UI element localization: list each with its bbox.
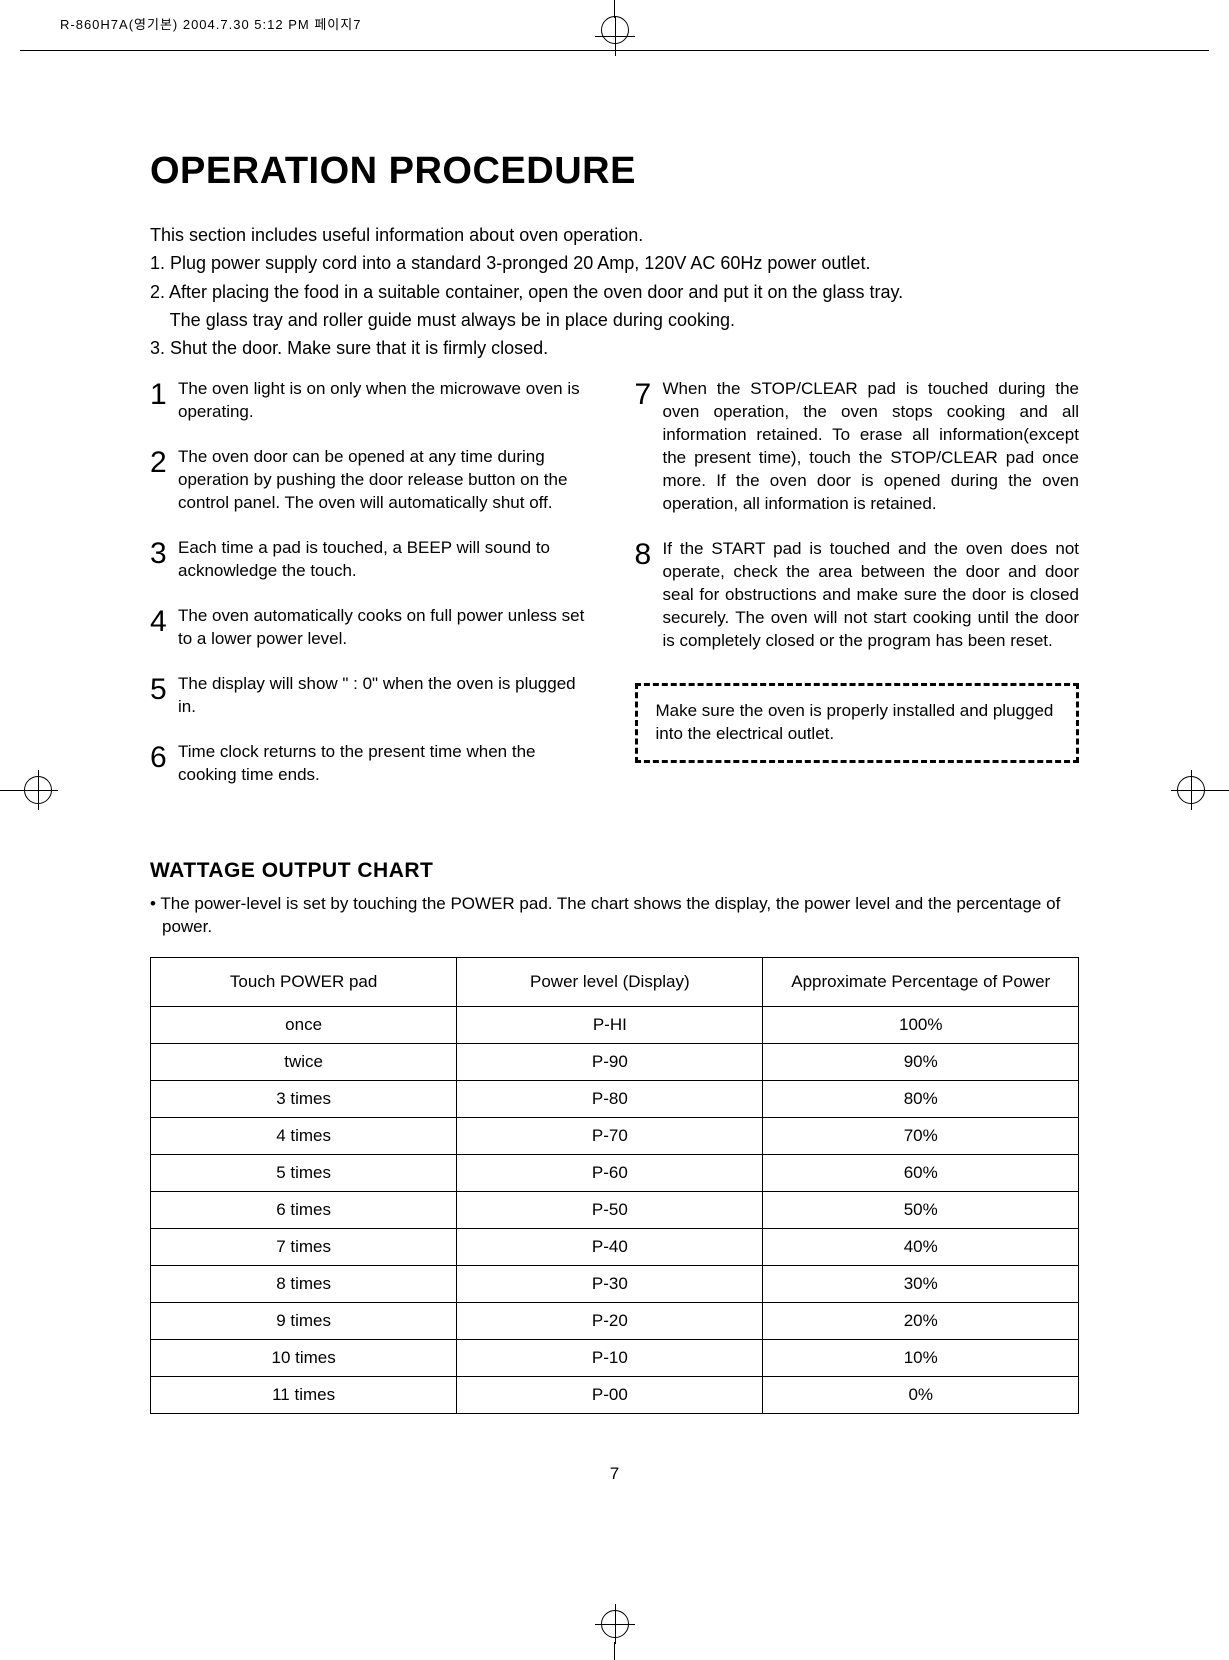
- note-number: 5: [150, 673, 178, 719]
- table-cell: 70%: [763, 1117, 1079, 1154]
- note-text: Each time a pad is touched, a BEEP will …: [178, 537, 595, 583]
- table-cell: P-00: [457, 1376, 763, 1413]
- table-cell: 50%: [763, 1191, 1079, 1228]
- table-row: 4 timesP-7070%: [151, 1117, 1079, 1154]
- intro-lead: This section includes useful information…: [150, 223, 1079, 247]
- table-header-row: Touch POWER pad Power level (Display) Ap…: [151, 957, 1079, 1006]
- crop-mark-left: [0, 770, 58, 810]
- table-cell: 10 times: [151, 1339, 457, 1376]
- intro-step-3: 3. Shut the door. Make sure that it is f…: [150, 336, 1079, 360]
- crop-mark-right: [1171, 770, 1229, 810]
- table-cell: 10%: [763, 1339, 1079, 1376]
- note-number: 3: [150, 537, 178, 583]
- table-cell: 9 times: [151, 1302, 457, 1339]
- table-row: 3 timesP-8080%: [151, 1080, 1079, 1117]
- note-item: 8 If the START pad is touched and the ov…: [635, 538, 1080, 653]
- note-text: The display will show " : 0" when the ov…: [178, 673, 595, 719]
- chart-title: WATTAGE OUTPUT CHART: [150, 859, 1079, 883]
- note-number: 4: [150, 605, 178, 651]
- note-text: The oven door can be opened at any time …: [178, 446, 595, 515]
- table-cell: P-50: [457, 1191, 763, 1228]
- table-cell: 8 times: [151, 1265, 457, 1302]
- table-cell: 4 times: [151, 1117, 457, 1154]
- note-item: 7 When the STOP/CLEAR pad is touched dur…: [635, 378, 1080, 516]
- note-item: 4 The oven automatically cooks on full p…: [150, 605, 595, 651]
- print-header: R-860H7A(영기본) 2004.7.30 5:12 PM 페이지7: [60, 14, 361, 33]
- intro-step-2: 2. After placing the food in a suitable …: [150, 280, 1079, 304]
- table-cell: P-70: [457, 1117, 763, 1154]
- intro-block: This section includes useful information…: [150, 223, 1079, 360]
- table-cell: P-80: [457, 1080, 763, 1117]
- table-cell: 90%: [763, 1043, 1079, 1080]
- table-row: 8 timesP-3030%: [151, 1265, 1079, 1302]
- table-cell: P-20: [457, 1302, 763, 1339]
- page-number: 7: [150, 1464, 1079, 1484]
- table-header-cell: Approximate Percentage of Power: [763, 957, 1079, 1006]
- table-row: 9 timesP-2020%: [151, 1302, 1079, 1339]
- note-item: 3 Each time a pad is touched, a BEEP wil…: [150, 537, 595, 583]
- table-row: 11 timesP-000%: [151, 1376, 1079, 1413]
- note-number: 1: [150, 378, 178, 424]
- table-cell: P-30: [457, 1265, 763, 1302]
- caution-box: Make sure the oven is properly installed…: [635, 683, 1080, 763]
- table-cell: 20%: [763, 1302, 1079, 1339]
- crop-mark-top: [595, 0, 635, 56]
- intro-step-1: 1. Plug power supply cord into a standar…: [150, 251, 1079, 275]
- table-cell: P-90: [457, 1043, 763, 1080]
- table-cell: 5 times: [151, 1154, 457, 1191]
- note-number: 7: [635, 378, 663, 516]
- note-text: If the START pad is touched and the oven…: [663, 538, 1080, 653]
- table-cell: 0%: [763, 1376, 1079, 1413]
- table-row: 6 timesP-5050%: [151, 1191, 1079, 1228]
- table-cell: twice: [151, 1043, 457, 1080]
- table-row: 10 timesP-1010%: [151, 1339, 1079, 1376]
- intro-step-2b: The glass tray and roller guide must alw…: [150, 308, 1079, 332]
- table-row: onceP-HI100%: [151, 1006, 1079, 1043]
- page-title: OPERATION PROCEDURE: [150, 150, 1079, 193]
- table-row: 7 timesP-4040%: [151, 1228, 1079, 1265]
- note-text: Time clock returns to the present time w…: [178, 741, 595, 787]
- table-row: twiceP-9090%: [151, 1043, 1079, 1080]
- crop-mark-bottom: [595, 1604, 635, 1660]
- note-item: 2 The oven door can be opened at any tim…: [150, 446, 595, 515]
- table-cell: 7 times: [151, 1228, 457, 1265]
- table-header-cell: Touch POWER pad: [151, 957, 457, 1006]
- note-item: 6 Time clock returns to the present time…: [150, 741, 595, 787]
- wattage-table: Touch POWER pad Power level (Display) Ap…: [150, 957, 1079, 1414]
- table-cell: 3 times: [151, 1080, 457, 1117]
- table-cell: 11 times: [151, 1376, 457, 1413]
- note-text: The oven automatically cooks on full pow…: [178, 605, 595, 651]
- note-item: 1 The oven light is on only when the mic…: [150, 378, 595, 424]
- table-cell: 60%: [763, 1154, 1079, 1191]
- note-number: 2: [150, 446, 178, 515]
- table-row: 5 timesP-6060%: [151, 1154, 1079, 1191]
- two-column-notes: 1 The oven light is on only when the mic…: [150, 378, 1079, 808]
- table-cell: 40%: [763, 1228, 1079, 1265]
- right-column: 7 When the STOP/CLEAR pad is touched dur…: [635, 378, 1080, 808]
- table-cell: 100%: [763, 1006, 1079, 1043]
- table-cell: 80%: [763, 1080, 1079, 1117]
- table-cell: P-10: [457, 1339, 763, 1376]
- note-text: When the STOP/CLEAR pad is touched durin…: [663, 378, 1080, 516]
- note-number: 6: [150, 741, 178, 787]
- left-column: 1 The oven light is on only when the mic…: [150, 378, 595, 808]
- note-item: 5 The display will show " : 0" when the …: [150, 673, 595, 719]
- table-cell: 6 times: [151, 1191, 457, 1228]
- table-cell: 30%: [763, 1265, 1079, 1302]
- table-cell: P-60: [457, 1154, 763, 1191]
- note-number: 8: [635, 538, 663, 653]
- document-page: R-860H7A(영기본) 2004.7.30 5:12 PM 페이지7 OPE…: [0, 0, 1229, 1660]
- chart-intro: • The power-level is set by touching the…: [150, 893, 1079, 939]
- table-header-cell: Power level (Display): [457, 957, 763, 1006]
- table-cell: P-40: [457, 1228, 763, 1265]
- note-text: The oven light is on only when the micro…: [178, 378, 595, 424]
- table-cell: P-HI: [457, 1006, 763, 1043]
- table-cell: once: [151, 1006, 457, 1043]
